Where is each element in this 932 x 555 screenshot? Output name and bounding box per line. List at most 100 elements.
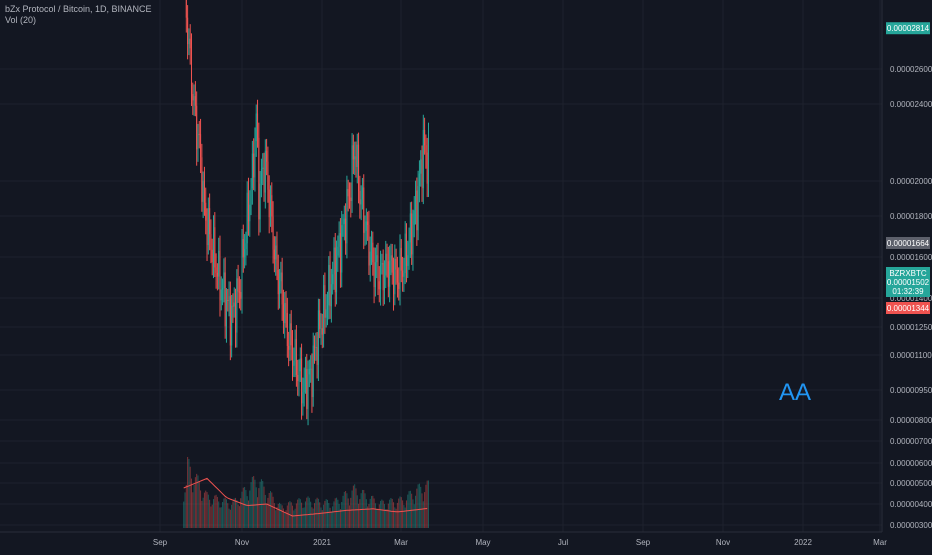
candle-body[interactable] — [381, 262, 383, 265]
candle-body[interactable] — [259, 183, 261, 220]
candle-body[interactable] — [315, 347, 317, 349]
candle-body[interactable] — [317, 310, 319, 365]
candle-body[interactable] — [307, 374, 309, 409]
candle-body[interactable] — [422, 129, 424, 189]
candle-body[interactable] — [364, 230, 366, 233]
candle-body[interactable] — [310, 368, 312, 370]
candle-body[interactable] — [281, 272, 283, 305]
candle-body[interactable] — [264, 150, 266, 193]
candle-body[interactable] — [402, 270, 404, 277]
candle-body[interactable] — [279, 281, 281, 295]
candle-body[interactable] — [394, 258, 396, 295]
candle-body[interactable] — [249, 204, 251, 222]
candle-body[interactable] — [194, 96, 196, 106]
candle-body[interactable] — [400, 248, 402, 271]
candle-body[interactable] — [212, 227, 215, 262]
candle-body[interactable] — [255, 113, 257, 142]
candle-body[interactable] — [343, 218, 345, 224]
candle-body[interactable] — [396, 269, 398, 283]
candle-body[interactable] — [319, 310, 321, 329]
candle-body[interactable] — [224, 272, 226, 327]
candle-body[interactable] — [361, 187, 363, 200]
candle-body[interactable] — [409, 213, 411, 243]
candle-body[interactable] — [411, 213, 413, 255]
candle-body[interactable] — [360, 199, 362, 205]
candle-body[interactable] — [303, 378, 305, 393]
candle-body[interactable] — [246, 192, 248, 244]
candle-body[interactable] — [225, 300, 227, 327]
candle-body[interactable] — [325, 309, 327, 318]
candle-body[interactable] — [237, 278, 239, 292]
candle-body[interactable] — [328, 265, 330, 306]
candle-body[interactable] — [209, 208, 211, 235]
candle-body[interactable] — [336, 255, 338, 293]
candle-body[interactable] — [253, 153, 255, 178]
candle-body[interactable] — [370, 242, 373, 252]
candle-body[interactable] — [334, 247, 336, 293]
candle-body[interactable] — [425, 145, 427, 153]
candle-body[interactable] — [202, 180, 204, 202]
candle-body[interactable] — [326, 305, 328, 310]
candle-body[interactable] — [352, 145, 354, 160]
candle-body[interactable] — [206, 220, 208, 246]
candle-body[interactable] — [233, 302, 235, 307]
candle-body[interactable] — [380, 264, 382, 290]
candle-body[interactable] — [231, 305, 233, 346]
candle-body[interactable] — [218, 250, 220, 277]
candle-body[interactable] — [321, 328, 323, 335]
candle-body[interactable] — [421, 159, 423, 189]
candle-body[interactable] — [223, 272, 225, 289]
candle-body[interactable] — [367, 221, 369, 225]
candle-body[interactable] — [244, 249, 246, 258]
candle-body[interactable] — [413, 210, 415, 225]
candle-body[interactable] — [288, 345, 290, 350]
candle-body[interactable] — [188, 38, 190, 45]
candle-body[interactable] — [197, 133, 199, 150]
candle-body[interactable] — [324, 285, 326, 318]
candle-body[interactable] — [247, 192, 249, 222]
candle-body[interactable] — [200, 134, 202, 158]
candle-body[interactable] — [299, 358, 301, 372]
candle-body[interactable] — [210, 234, 212, 250]
candle-body[interactable] — [232, 305, 234, 307]
candle-body[interactable] — [298, 371, 300, 382]
candle-body[interactable] — [273, 249, 275, 260]
candle-body[interactable] — [227, 300, 229, 302]
candle-body[interactable] — [216, 272, 218, 277]
candle-body[interactable] — [348, 196, 351, 198]
candle-body[interactable] — [323, 285, 325, 335]
candle-body[interactable] — [185, 0, 187, 18]
candle-body[interactable] — [427, 137, 430, 184]
candle-body[interactable] — [390, 255, 392, 261]
candle-body[interactable] — [205, 202, 207, 221]
candle-body[interactable] — [258, 137, 260, 220]
candle-body[interactable] — [358, 144, 360, 191]
candle-body[interactable] — [282, 304, 284, 324]
candle-body[interactable] — [426, 152, 428, 184]
candle-body[interactable] — [301, 358, 303, 404]
candle-body[interactable] — [365, 221, 367, 231]
candle-body[interactable] — [395, 258, 397, 270]
candle-body[interactable] — [378, 281, 380, 290]
candle-body[interactable] — [418, 173, 420, 187]
candle-body[interactable] — [275, 245, 277, 260]
candle-body[interactable] — [393, 272, 395, 295]
candle-body[interactable] — [356, 144, 358, 168]
candle-body[interactable] — [269, 195, 272, 218]
candle-body[interactable] — [345, 218, 347, 244]
candle-body[interactable] — [187, 17, 189, 45]
candle-body[interactable] — [263, 167, 265, 193]
candle-body[interactable] — [417, 186, 419, 231]
candle-body[interactable] — [412, 224, 414, 255]
candle-body[interactable] — [245, 243, 247, 250]
candle-body[interactable] — [222, 288, 224, 290]
candle-body[interactable] — [289, 323, 291, 350]
candle-body[interactable] — [377, 255, 379, 282]
candle-body[interactable] — [190, 48, 193, 94]
candle-body[interactable] — [385, 253, 387, 276]
candle-body[interactable] — [350, 197, 352, 202]
candle-body[interactable] — [338, 233, 340, 247]
candle-body[interactable] — [389, 260, 391, 287]
candle-body[interactable] — [285, 303, 287, 314]
candle-body[interactable] — [373, 262, 375, 288]
